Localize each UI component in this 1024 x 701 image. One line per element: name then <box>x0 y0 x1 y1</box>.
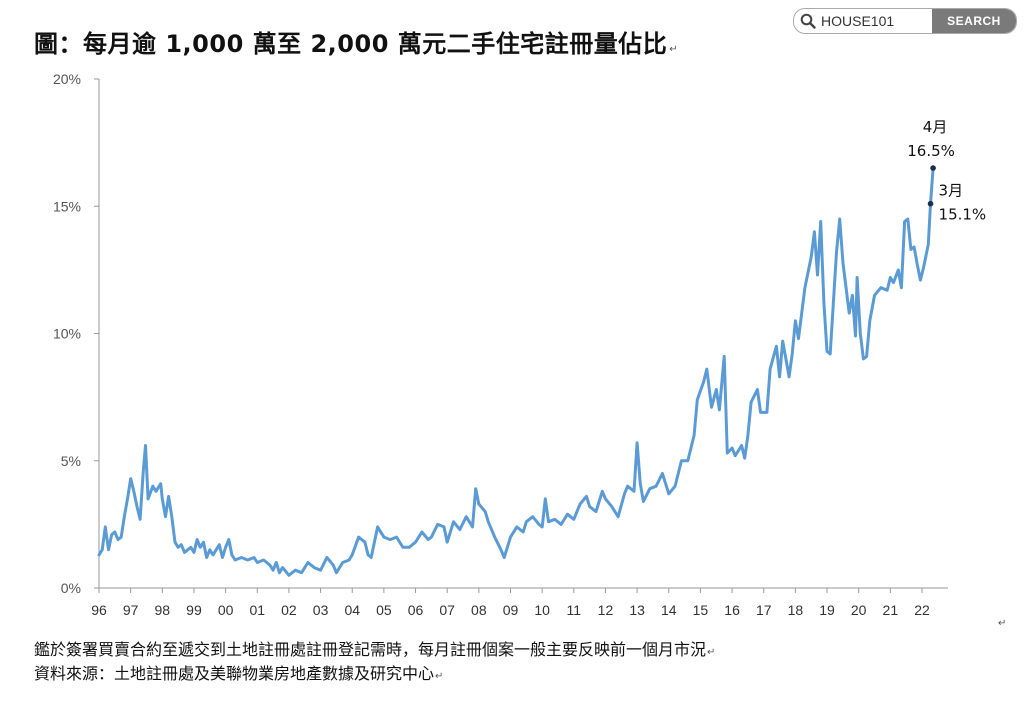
x-tick-label: 10 <box>534 602 550 618</box>
source-text: 資料來源：土地註冊處及美聯物業房地產數據及研究中心 <box>34 664 435 683</box>
x-tick-label: 20 <box>851 602 867 618</box>
x-tick-label: 97 <box>123 602 139 618</box>
series-line <box>97 166 935 577</box>
x-tick-label: 07 <box>439 602 455 618</box>
title-text: 圖：每月逾 1,000 萬至 2,000 萬元二手住宅註冊量佔比 <box>34 30 668 58</box>
x-tick-label: 15 <box>693 602 709 618</box>
x-tick-label: 19 <box>819 602 835 618</box>
x-tick-label: 12 <box>598 602 614 618</box>
page-title: 圖：每月逾 1,000 萬至 2,000 萬元二手住宅註冊量佔比 ↵ <box>34 24 678 59</box>
x-tick-label: 22 <box>914 602 930 618</box>
search-box[interactable]: HOUSE101 SEARCH <box>793 8 1017 34</box>
x-tick-label: 96 <box>91 602 107 618</box>
y-tick-label: 10% <box>53 326 81 342</box>
annotation-marker <box>930 165 936 171</box>
source-note: 資料來源：土地註冊處及美聯物業房地產數據及研究中心↵ <box>34 660 443 684</box>
y-tick-label: 0% <box>61 580 81 596</box>
footnote: 鑑於簽署買賣合約至遞交到土地註冊處註冊登記需時，每月註冊個案一般主要反映前一個月… <box>34 636 715 660</box>
y-tick-label: 20% <box>53 71 81 87</box>
return-mark: ↵ <box>998 618 1007 629</box>
x-tick-label: 02 <box>281 602 297 618</box>
x-tick-label: 13 <box>629 602 645 618</box>
return-mark: ↵ <box>435 671 444 682</box>
x-tick-label: 09 <box>503 602 519 618</box>
x-tick-label: 11 <box>567 602 582 618</box>
x-tick-label: 18 <box>788 602 804 618</box>
x-tick-label: 16 <box>724 602 740 618</box>
x-tick-label: 05 <box>376 602 392 618</box>
series-layer <box>97 166 935 577</box>
x-tick-label: 01 <box>249 602 265 618</box>
annotation-marker <box>927 200 934 207</box>
search-brand-text: HOUSE101 <box>821 13 895 29</box>
search-icon <box>800 13 816 29</box>
x-tick-label: 99 <box>186 602 202 618</box>
annotation-month-label: 4月 <box>923 118 948 136</box>
x-tick-label: 00 <box>218 602 234 618</box>
annotation-value-label: 15.1% <box>939 206 987 224</box>
x-tick-label: 17 <box>756 602 772 618</box>
x-tick-label: 04 <box>344 602 360 618</box>
return-mark: ↵ <box>669 44 679 55</box>
x-tick-label: 98 <box>155 602 171 618</box>
x-tick-label: 14 <box>661 602 677 618</box>
axes: 0% 5% 10% 15% 20% 96 97 98 99 00 01 02 03 04 05 06 07 08 0… <box>53 71 948 618</box>
search-button[interactable]: SEARCH <box>932 9 1016 33</box>
x-tick-label: 03 <box>313 602 329 618</box>
x-tick-label: 06 <box>408 602 424 618</box>
search-input[interactable]: HOUSE101 <box>794 9 932 33</box>
y-tick-label: 15% <box>53 198 81 214</box>
annotation-month-label: 3月 <box>939 182 964 200</box>
x-tick-label: 08 <box>471 602 487 618</box>
return-mark: ↵ <box>707 647 716 658</box>
y-tick-label: 5% <box>61 453 81 469</box>
footnote-text: 鑑於簽署買賣合約至遞交到土地註冊處註冊登記需時，每月註冊個案一般主要反映前一個月… <box>34 640 707 659</box>
annotation-value-label: 16.5% <box>907 142 955 160</box>
x-tick-label: 21 <box>883 602 899 618</box>
annotations: 3月 15.1% 4月 16.5% <box>907 118 986 224</box>
